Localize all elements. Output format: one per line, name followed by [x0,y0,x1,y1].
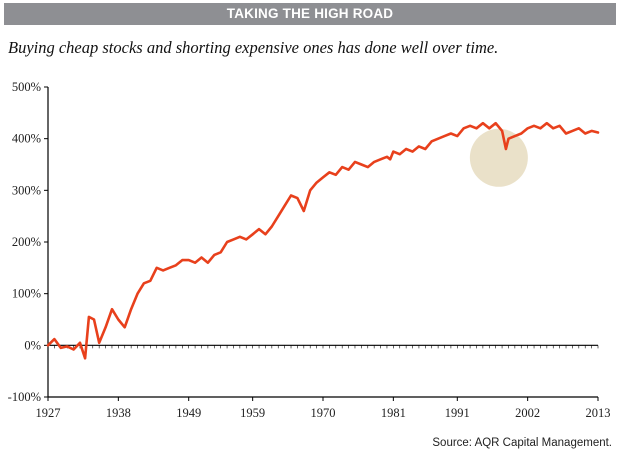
source-note: Source: AQR Capital Management. [432,437,612,449]
x-tick-label: 2002 [515,406,540,420]
y-tick-label: 0% [24,338,41,352]
x-tick-label: 1938 [106,406,131,420]
y-tick-label: -100% [8,390,41,404]
chart-title: TAKING THE HIGH ROAD [226,6,394,21]
x-axis-labels: 1927 1938 1949 1959 1970 1981 1991 2002 2013 [36,406,611,420]
x-tick-label: 1959 [240,406,265,420]
y-tick-label: 300% [12,183,41,197]
highlight-circle [469,128,528,187]
x-tick-label: 1991 [445,406,470,420]
x-tick-label: 1970 [311,406,336,420]
x-tick-label: 1949 [176,406,201,420]
y-axis-labels: 500% 400% 300% 200% 100% 0% -100% [8,80,41,404]
x-tick-label: 1981 [381,406,406,420]
y-tick-label: 100% [12,287,41,301]
chart-title-bar: TAKING THE HIGH ROAD [4,3,616,25]
y-tick-label: 200% [12,235,41,249]
series-line [46,121,600,360]
series-layer [46,121,600,360]
x-tick-label: 2013 [586,406,611,420]
y-tick-label: 400% [12,132,41,146]
chart-subtitle: Buying cheap stocks and shorting expensi… [8,38,499,57]
x-tick-label: 1927 [36,406,61,420]
highlight-layer [469,128,528,187]
y-tick-label: 500% [12,80,41,94]
